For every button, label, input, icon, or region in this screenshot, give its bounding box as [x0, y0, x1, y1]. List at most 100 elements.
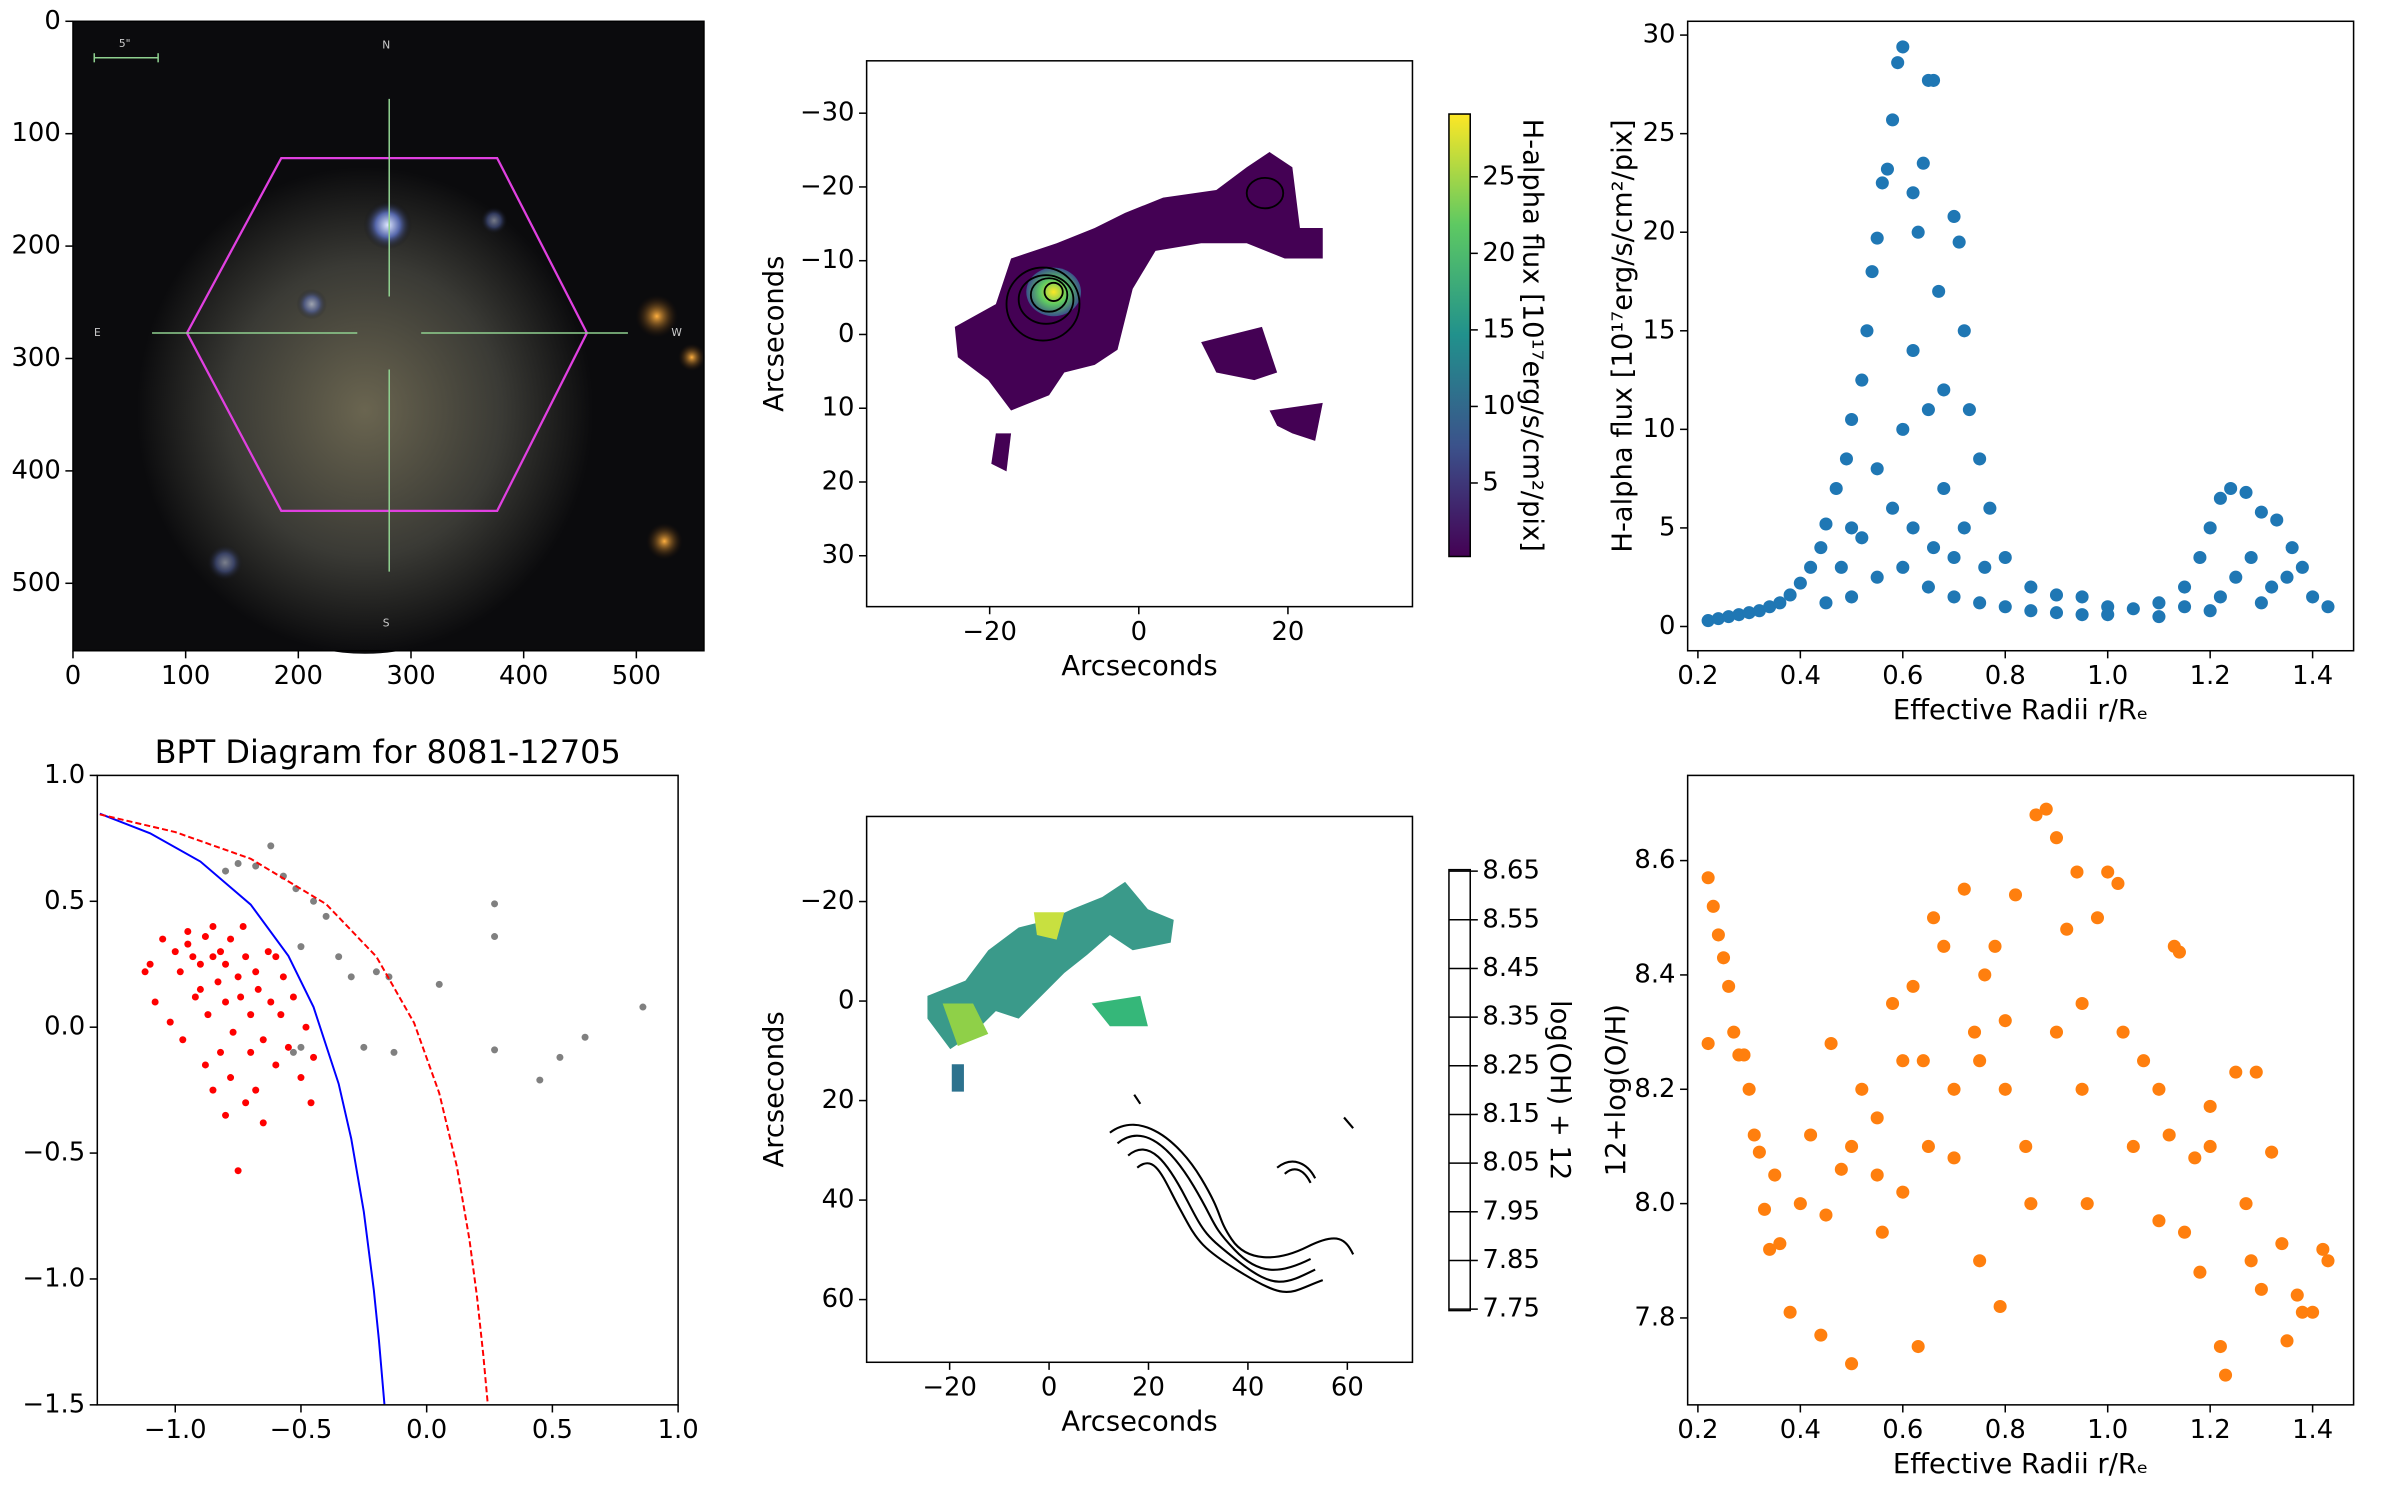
data-point: [209, 1086, 217, 1094]
data-point: [2024, 604, 2038, 618]
data-point: [222, 960, 230, 968]
x-tick-label: −20: [962, 617, 1017, 647]
axes-frame: [865, 815, 1414, 1364]
data-point: [335, 953, 343, 961]
data-point: [1845, 1139, 1859, 1153]
data-point: [189, 953, 197, 961]
y-tick-label: −10: [800, 245, 855, 275]
x-tick-label: 40: [1231, 1373, 1264, 1403]
data-point: [2101, 865, 2115, 879]
data-point: [1757, 1202, 1772, 1216]
data-point: [1947, 590, 1961, 604]
data-point: [1978, 560, 1992, 574]
data-point: [1962, 403, 1976, 417]
data-point: [2265, 1145, 2279, 1159]
data-point: [2101, 608, 2115, 622]
data-point: [209, 953, 217, 961]
x-axis-label: Arcseconds: [1061, 1407, 1217, 1438]
y-tick-label: 100: [12, 118, 61, 148]
colorbar-tick-label: 7.75: [1482, 1294, 1540, 1324]
x-tick-label: 500: [612, 661, 661, 691]
data-point: [1921, 580, 1935, 594]
x-axis-label: Effective Radii r/Rₑ: [1893, 1449, 2148, 1480]
colorbar-tick-label: 8.65: [1482, 856, 1540, 886]
data-point: [2075, 1082, 2089, 1096]
data-point: [1927, 541, 1941, 555]
data-point: [2306, 1305, 2320, 1319]
data-point: [2152, 1082, 2166, 1096]
data-point: [1870, 1111, 1884, 1125]
data-point: [2275, 1237, 2289, 1251]
data-point: [2075, 996, 2089, 1011]
data-point: [1711, 612, 1725, 626]
data-point: [2244, 550, 2258, 565]
data-point: [2213, 491, 2227, 505]
data-point: [1967, 1025, 1982, 1039]
data-point: [1911, 225, 1925, 239]
data-point: [1947, 1082, 1961, 1096]
y-tick-label: 8.4: [1634, 959, 1675, 989]
data-point: [227, 935, 235, 943]
data-point: [1957, 324, 1971, 338]
data-point: [267, 998, 275, 1006]
data-point: [1855, 373, 1869, 387]
data-point: [1834, 560, 1848, 574]
data-point: [1906, 343, 1920, 358]
data-point: [1886, 501, 1900, 515]
data-point: [2126, 602, 2140, 616]
data-point: [639, 1003, 647, 1011]
data-point: [2116, 1025, 2130, 1039]
data-point: [2039, 802, 2053, 816]
data-point: [1722, 610, 1736, 624]
data-point: [310, 897, 318, 905]
data-point: [1773, 596, 1787, 610]
data-point: [1998, 550, 2012, 565]
y-tick-label: 8.0: [1634, 1188, 1675, 1218]
x-tick-label: 1.0: [2087, 1415, 2128, 1445]
y-tick-label: 200: [12, 231, 61, 261]
data-point: [1998, 1014, 2012, 1028]
data-point: [2229, 570, 2243, 584]
compass-label: W: [671, 326, 682, 339]
data-point: [1916, 156, 1930, 170]
data-point: [2049, 606, 2064, 620]
data-point: [1870, 231, 1884, 245]
data-point: [289, 1048, 297, 1056]
sky-image: N S E W 5": [72, 21, 706, 654]
data-point: [2090, 911, 2104, 925]
data-point: [1855, 1082, 1869, 1096]
data-point: [1978, 968, 1992, 982]
x-tick-label: 0: [1041, 1373, 1057, 1403]
data-point: [2295, 560, 2309, 574]
y-tick-label: −20: [800, 171, 855, 201]
data-point: [272, 1061, 280, 1069]
colorbar-tick-label: 20: [1482, 238, 1515, 268]
x-tick-label: 0.0: [406, 1415, 447, 1445]
data-point: [1819, 596, 1833, 610]
data-point: [390, 1048, 398, 1056]
demarcation-line: [99, 812, 386, 1405]
data-point: [2224, 481, 2238, 496]
data-point: [1768, 1168, 1782, 1182]
data-point: [259, 1119, 267, 1127]
data-point: [259, 1036, 267, 1044]
data-point: [2306, 590, 2320, 604]
data-point: [191, 993, 199, 1001]
y-tick-label: −30: [800, 98, 855, 128]
data-point: [1737, 1048, 1751, 1062]
data-point: [2239, 1197, 2253, 1211]
data-point: [2080, 1197, 2094, 1211]
y-axis-label: Arcseconds: [759, 1011, 790, 1167]
data-point: [302, 1023, 310, 1031]
data-point: [1973, 1254, 1987, 1268]
data-point: [196, 985, 204, 993]
y-tick-label: 0: [44, 6, 60, 36]
y-tick-label: 10: [822, 393, 855, 423]
data-point: [254, 985, 262, 993]
data-point: [184, 940, 192, 948]
data-point: [2049, 588, 2064, 602]
data-point: [242, 1099, 250, 1107]
data-point: [1947, 550, 1961, 565]
data-point: [1845, 521, 1859, 535]
data-point: [1804, 1128, 1818, 1142]
